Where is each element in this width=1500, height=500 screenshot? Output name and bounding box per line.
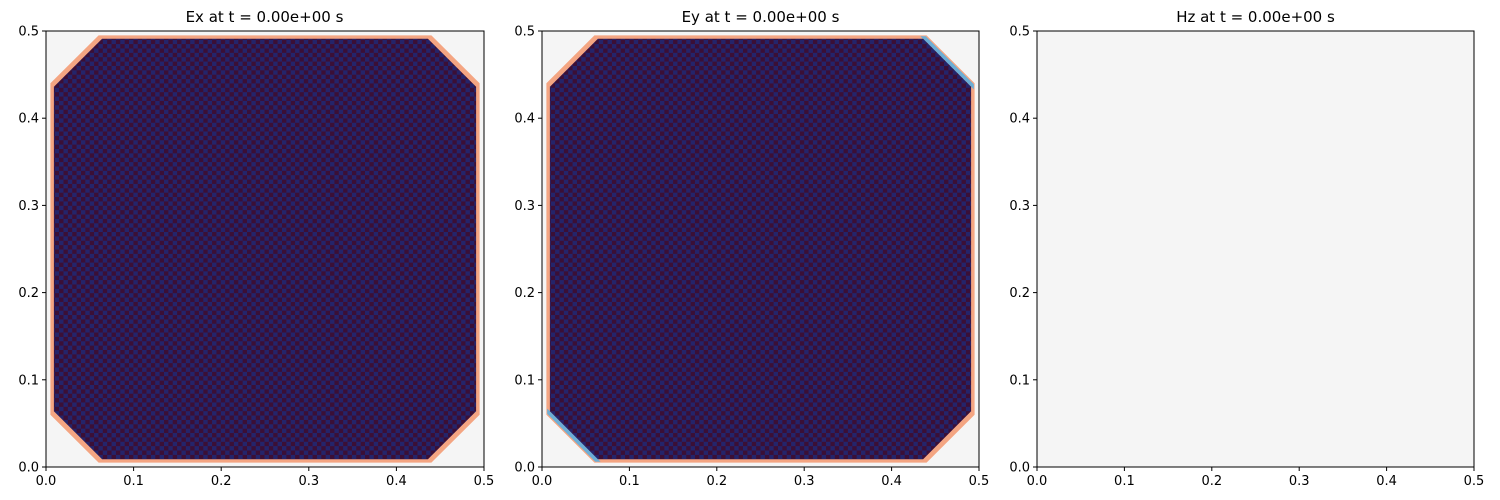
x-tick-label: 0.4	[1376, 474, 1397, 489]
x-tick-label: 0.1	[123, 474, 144, 489]
y-tick-label: 0.2	[1009, 286, 1030, 301]
panel-ex: Ex at t = 0.00e+00 s 0.0 0.1 0.2 0.3 0.4 0.5 …	[18, 8, 494, 489]
field-edge-upper-right	[920, 36, 974, 90]
panel-hz: Hz at t = 0.00e+00 s 0.0 0.1 0.2 0.3 0.4 0.5 …	[1009, 8, 1484, 489]
x-tick-label: 0.5	[474, 474, 495, 489]
plot-area-ex	[45, 30, 485, 468]
x-ticks-ex: 0.0 0.1 0.2 0.3 0.4 0.5	[36, 467, 495, 489]
y-tick-label: 0.1	[514, 373, 535, 388]
field-heatmap	[549, 38, 972, 460]
y-tick-label: 0.4	[1009, 112, 1030, 127]
y-tick-label: 0.5	[1009, 25, 1030, 40]
y-tick-label: 0.2	[18, 286, 39, 301]
x-tick-label: 0.3	[298, 474, 319, 489]
x-ticks-ey: 0.0 0.1 0.2 0.3 0.4 0.5	[532, 467, 990, 489]
plot-area-hz	[1036, 30, 1475, 468]
x-tick-label: 0.5	[969, 474, 990, 489]
x-tick-label: 0.2	[706, 474, 727, 489]
axes-frame	[1036, 30, 1475, 468]
chart-title-ey: Ey at t = 0.00e+00 s	[682, 8, 840, 26]
x-tick-label: 0.0	[36, 474, 57, 489]
y-tick-label: 0.3	[514, 199, 535, 214]
x-tick-label: 0.4	[386, 474, 407, 489]
field-heatmap	[53, 38, 477, 460]
y-tick-label: 0.1	[18, 373, 39, 388]
x-tick-label: 0.5	[1464, 474, 1485, 489]
y-tick-label: 0.4	[18, 112, 39, 127]
x-tick-label: 0.4	[881, 474, 902, 489]
x-ticks-hz: 0.0 0.1 0.2 0.3 0.4 0.5	[1027, 467, 1485, 489]
y-tick-label: 0.1	[1009, 373, 1030, 388]
y-tick-label: 0.3	[18, 199, 39, 214]
x-tick-label: 0.0	[532, 474, 553, 489]
axes-frame	[45, 30, 485, 468]
panel-ey: Ey at t = 0.00e+00 s 0.0 0.1 0.2 0.3 0.4 0.5 …	[514, 8, 989, 489]
plot-area-ey	[541, 30, 980, 468]
y-tick-label: 0.2	[514, 286, 535, 301]
y-tick-label: 0.5	[514, 25, 535, 40]
y-tick-label: 0.0	[1009, 461, 1030, 476]
y-ticks-hz: 0.0 0.1 0.2 0.3 0.4 0.5	[1009, 25, 1037, 476]
x-tick-label: 0.1	[619, 474, 640, 489]
y-ticks-ex: 0.0 0.1 0.2 0.3 0.4 0.5	[18, 25, 46, 476]
y-tick-label: 0.3	[1009, 199, 1030, 214]
y-tick-label: 0.4	[514, 112, 535, 127]
plot-background	[1037, 31, 1474, 467]
x-tick-label: 0.2	[211, 474, 232, 489]
y-tick-label: 0.0	[514, 461, 535, 476]
x-tick-label: 0.2	[1201, 474, 1222, 489]
x-tick-label: 0.0	[1027, 474, 1048, 489]
y-tick-label: 0.5	[18, 25, 39, 40]
y-ticks-ey: 0.0 0.1 0.2 0.3 0.4 0.5	[514, 25, 542, 476]
field-edge-lower-left	[547, 408, 601, 462]
y-tick-label: 0.0	[18, 461, 39, 476]
x-tick-label: 0.3	[794, 474, 815, 489]
x-tick-label: 0.1	[1114, 474, 1135, 489]
axes-frame	[541, 30, 980, 468]
x-tick-label: 0.3	[1289, 474, 1310, 489]
chart-title-ex: Ex at t = 0.00e+00 s	[186, 8, 344, 26]
chart-title-hz: Hz at t = 0.00e+00 s	[1176, 8, 1335, 26]
